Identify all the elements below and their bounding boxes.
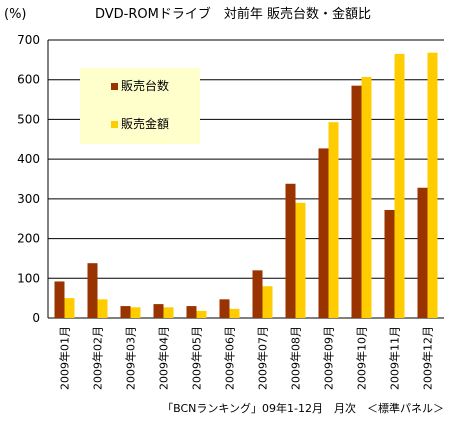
chart-title: DVD-ROMドライブ 対前年 販売台数・金額比	[95, 6, 371, 22]
y-tick-label: 700	[17, 33, 40, 47]
bar-units-5	[186, 306, 197, 318]
y-tick-label: 100	[17, 271, 40, 285]
bar-amount-7	[262, 286, 273, 318]
x-tick-label: 2009年05月	[190, 326, 204, 390]
bar-amount-2	[97, 299, 108, 318]
y-tick-label: 300	[17, 192, 40, 206]
y-tick-label: 0	[32, 311, 40, 325]
bar-amount-11	[394, 53, 405, 319]
bar-units-12	[417, 187, 428, 318]
bar-units-3	[120, 306, 131, 318]
y-tick-label: 200	[17, 232, 40, 246]
legend-swatch	[111, 121, 118, 128]
y-tick-labels: 0 100 200 300 400 500 600 700	[17, 33, 40, 325]
x-tick-label: 2009年07月	[256, 326, 270, 390]
legend-swatch	[111, 83, 118, 90]
y-axis-unit: (%)	[4, 7, 27, 22]
y-tick-label: 500	[17, 112, 40, 126]
x-tick-label: 2009年03月	[124, 326, 138, 390]
bar-units-10	[351, 85, 362, 319]
bar-units-6	[219, 299, 230, 318]
bars	[54, 52, 438, 319]
bar-amount-5	[196, 310, 207, 318]
bar-amount-8	[295, 202, 306, 318]
bar-units-1	[54, 281, 65, 318]
bar-units-8	[285, 183, 296, 318]
bar-units-11	[384, 209, 395, 318]
x-tick-label: 2009年06月	[223, 326, 237, 390]
x-tick-label: 2009年04月	[157, 326, 171, 390]
x-tick-label: 2009年01月	[58, 326, 72, 390]
bar-amount-6	[229, 308, 240, 318]
bar-amount-12	[427, 52, 438, 319]
y-tick-label: 600	[17, 73, 40, 87]
y-tick-label: 400	[17, 152, 40, 166]
bar-units-2	[87, 263, 98, 318]
bar-units-4	[153, 304, 164, 318]
legend-box	[80, 68, 200, 144]
x-tick-labels: 2009年01月 2009年02月 2009年03月 2009年04月 2009年05月…	[58, 326, 435, 390]
x-tick-label: 2009年12月	[421, 326, 435, 390]
bar-amount-10	[361, 76, 372, 318]
legend-label: 販売台数	[121, 78, 169, 93]
bar-amount-9	[328, 122, 339, 318]
bar-units-7	[252, 270, 263, 318]
x-tick-label: 2009年09月	[322, 326, 336, 390]
x-tick-label: 2009年10月	[355, 326, 369, 390]
bar-amount-3	[130, 307, 141, 318]
bar-units-9	[318, 148, 329, 318]
x-tick-label: 2009年11月	[388, 326, 402, 390]
x-tick-label: 2009年02月	[91, 326, 105, 390]
legend-label: 販売金額	[121, 116, 169, 131]
source-note: 「BCNランキング」09年1-12月 月次 ＜標準パネル＞	[162, 401, 444, 415]
x-tick-label: 2009年08月	[289, 326, 303, 390]
bar-amount-4	[163, 307, 174, 318]
bar-amount-1	[64, 298, 75, 318]
